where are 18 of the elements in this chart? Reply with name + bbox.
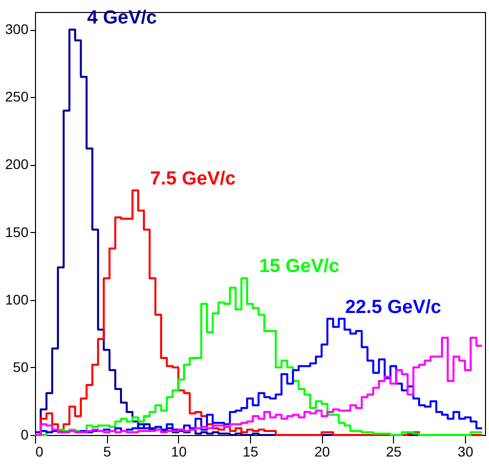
y-tick-label: 150 <box>5 224 29 240</box>
x-tick-label: 10 <box>171 444 187 460</box>
series-label: 15 GeV/c <box>259 256 340 278</box>
y-tick-label: 100 <box>5 291 29 308</box>
x-tick-label: 5 <box>103 444 112 460</box>
series-label: 22.5 GeV/c <box>345 296 442 318</box>
y-tick-label: 300 <box>5 21 29 38</box>
x-tick-label: 20 <box>314 444 330 460</box>
y-tick-label: 200 <box>5 156 29 172</box>
y-tick-label: 250 <box>5 88 29 105</box>
series-label: 7.5 GeV/c <box>150 168 236 190</box>
y-tick-label: 50 <box>12 358 29 375</box>
series-label: 4 GeV/c <box>87 8 158 29</box>
x-tick-label: 0 <box>36 444 44 460</box>
y-tick-label: 0 <box>20 426 29 442</box>
x-tick-label: 25 <box>386 444 402 460</box>
x-tick-label: 30 <box>458 444 474 460</box>
x-tick-label: 15 <box>242 444 258 460</box>
